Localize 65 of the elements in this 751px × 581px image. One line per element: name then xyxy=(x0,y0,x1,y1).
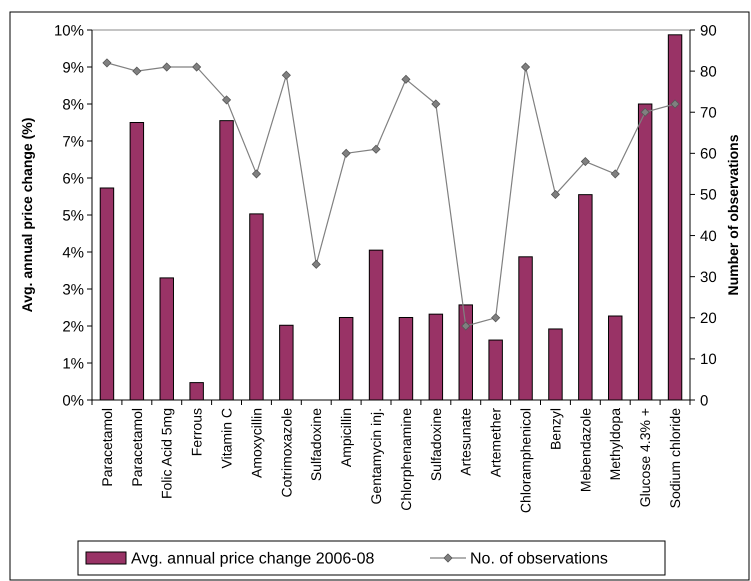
y-tick-label: 8% xyxy=(62,96,84,114)
y2-axis-title: Number of observations xyxy=(725,134,741,296)
x-tick-label: Gentamycin inj. xyxy=(368,408,384,504)
y-tick-label: 1% xyxy=(62,355,84,372)
x-tick-label: Cotrimoxazole xyxy=(278,408,294,498)
y-tick-label: 3% xyxy=(62,281,84,298)
point xyxy=(132,66,142,76)
y-tick-label: 9% xyxy=(62,59,84,76)
x-tick-label: Vitamin C xyxy=(218,408,234,468)
y2-tick-label: 60 xyxy=(700,146,717,163)
x-tick-label: Sulfadoxine xyxy=(428,408,444,482)
point xyxy=(610,169,620,178)
x-tick-label: Paracetamol xyxy=(98,408,115,487)
x-tick-label: Folic Acid 5mg xyxy=(158,408,175,500)
y2-tick-label: 0 xyxy=(700,392,708,410)
point xyxy=(670,100,680,108)
y2-tick-label: 70 xyxy=(700,104,717,122)
y-tick-label: 6% xyxy=(62,170,84,188)
x-tick-label: Methyldopa xyxy=(607,408,624,480)
y-tick-label: 5% xyxy=(62,207,84,224)
point xyxy=(222,95,231,104)
y-axis-title: Avg. annual price change (%) xyxy=(19,118,35,312)
point xyxy=(102,58,112,68)
x-tick-label: Artesunate xyxy=(458,408,474,476)
y2-tick-label: 30 xyxy=(700,268,717,286)
point xyxy=(580,157,590,166)
x-tick-label: Artemether xyxy=(488,408,504,478)
y-tick-label: 4% xyxy=(62,244,84,262)
point xyxy=(372,144,380,154)
y-tick-label: 10% xyxy=(54,22,84,40)
x-tick-label: Mebendazole xyxy=(577,408,594,492)
x-tick-label: Amoxycillin xyxy=(248,408,264,478)
y2-tick-label: 20 xyxy=(700,310,717,328)
legend-label: No. of observations xyxy=(470,550,608,568)
y2-tick-label: 10 xyxy=(700,351,717,368)
x-tick-label: Benzyl xyxy=(547,408,564,450)
point xyxy=(640,108,650,117)
y2-tick-label: 50 xyxy=(700,186,717,204)
point xyxy=(162,62,172,72)
x-tick-label: Ferrous xyxy=(188,408,205,456)
point xyxy=(431,100,440,108)
point xyxy=(461,322,470,330)
point xyxy=(192,62,202,72)
y-tick-label: 7% xyxy=(62,133,84,150)
y2-tick-label: 40 xyxy=(700,228,717,245)
x-tick-label: Chlorphenamine xyxy=(398,408,414,511)
point xyxy=(342,148,351,158)
x-tick-label: Sodium chloride xyxy=(666,408,683,508)
legend-label: Avg. annual price change 2006-08 xyxy=(131,550,375,568)
point xyxy=(402,74,410,84)
x-tick-label: Ampicillin xyxy=(338,408,354,468)
y2-tick-label: 80 xyxy=(700,63,717,80)
y-tick-label: 2% xyxy=(62,318,84,336)
point xyxy=(491,313,500,322)
y-tick-label: 0% xyxy=(62,392,84,410)
x-tick-label: Chloramphenicol xyxy=(517,408,534,514)
point xyxy=(282,70,291,80)
point xyxy=(551,190,560,199)
x-tick-label: Sulfadoxine xyxy=(308,408,324,482)
y2-tick-label: 90 xyxy=(700,22,717,40)
x-tick-label: Paracetamol xyxy=(128,408,145,487)
point xyxy=(252,169,261,178)
point xyxy=(521,62,530,72)
x-tick-label: Glucose 4.3% + xyxy=(637,408,654,508)
point xyxy=(312,260,321,269)
